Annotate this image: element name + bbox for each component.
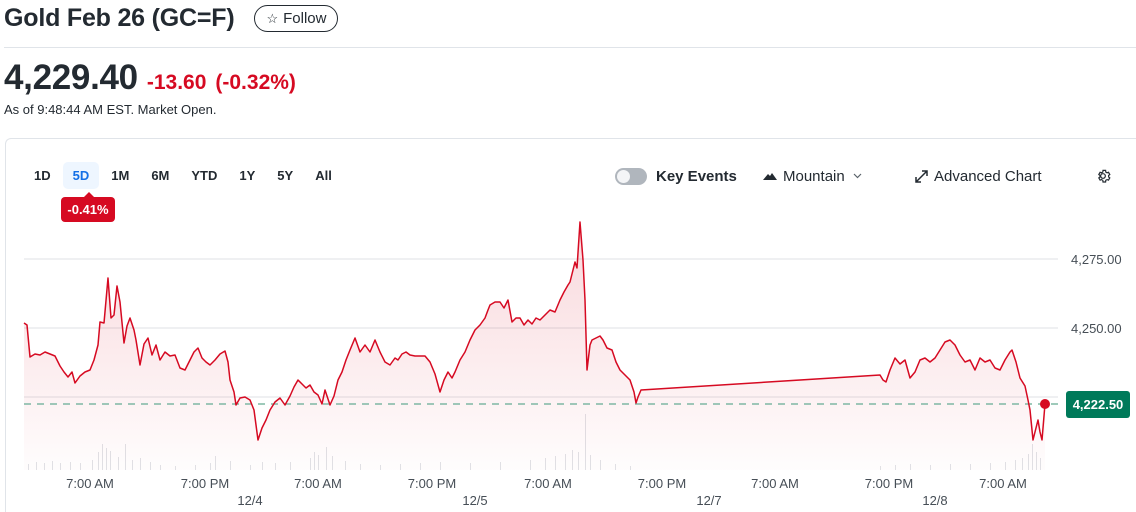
x-tick-label: 7:00 PM xyxy=(865,476,913,491)
quote-summary: 4,229.40 -13.60 (-0.32%) xyxy=(4,58,296,98)
key-events-toggle[interactable] xyxy=(615,167,647,185)
page-title: Gold Feb 26 (GC=F) xyxy=(4,4,235,32)
quote-header: Gold Feb 26 (GC=F) ☆ Follow xyxy=(4,4,339,33)
x-tick-label: 7:00 AM xyxy=(524,476,572,491)
follow-label: Follow xyxy=(283,10,327,27)
x-tick-label: 7:00 PM xyxy=(638,476,686,491)
x-axis: 7:00 AM 7:00 PM 7:00 AM 7:00 PM 7:00 AM … xyxy=(66,476,1027,508)
price-change-percent: (-0.32%) xyxy=(215,71,296,94)
range-all[interactable]: All xyxy=(315,168,332,183)
mountain-icon xyxy=(763,173,777,180)
market-status: As of 9:48:44 AM EST. Market Open. xyxy=(4,102,217,117)
x-tick-label: 7:00 AM xyxy=(294,476,342,491)
chart-card xyxy=(5,138,1136,512)
range-1d[interactable]: 1D xyxy=(34,168,51,183)
y-axis: 4,275.00 4,250.00 xyxy=(1071,252,1122,336)
chart-settings-button[interactable] xyxy=(1095,164,1111,188)
range-1m[interactable]: 1M xyxy=(111,168,130,183)
advanced-chart-label: Advanced Chart xyxy=(934,167,1042,185)
range-1y[interactable]: 1Y xyxy=(239,168,256,183)
expand-arrows-icon xyxy=(915,169,928,183)
x-tick-label: 7:00 PM xyxy=(181,476,229,491)
last-price-dot xyxy=(1040,399,1050,409)
chart-type-dropdown[interactable]: Mountain xyxy=(763,164,862,188)
x-tick-label: 7:00 AM xyxy=(751,476,799,491)
range-selector: 1D 5D 1M 6M YTD 1Y 5Y All xyxy=(24,162,344,189)
range-ytd[interactable]: YTD xyxy=(191,168,218,183)
key-events-label: Key Events xyxy=(656,167,737,185)
toggle-knob xyxy=(617,169,630,183)
chart-type-label: Mountain xyxy=(783,167,845,185)
advanced-chart-button[interactable]: Advanced Chart xyxy=(915,164,1042,188)
follow-button[interactable]: ☆ Follow xyxy=(254,5,339,32)
gear-icon xyxy=(1098,169,1111,183)
y-tick-label: 4,250.00 xyxy=(1071,321,1122,336)
date-label: 12/5 xyxy=(462,493,487,508)
y-tick-label: 4,275.00 xyxy=(1071,252,1122,267)
period-change-badge: -0.41% xyxy=(61,192,115,222)
x-tick-label: 7:00 AM xyxy=(979,476,1027,491)
star-outline-icon: ☆ xyxy=(266,10,279,26)
range-6m[interactable]: 6M xyxy=(151,168,170,183)
date-label: 12/7 xyxy=(696,493,721,508)
x-tick-label: 7:00 PM xyxy=(408,476,456,491)
price-change: -13.60 xyxy=(146,71,207,94)
key-events-control[interactable]: Key Events xyxy=(615,164,737,188)
last-price-label: 4,222.50 xyxy=(1066,391,1130,418)
chevron-down-icon xyxy=(853,173,862,179)
date-label: 12/8 xyxy=(922,493,947,508)
x-tick-label: 7:00 AM xyxy=(66,476,114,491)
date-label: 12/4 xyxy=(237,493,262,508)
range-5y[interactable]: 5Y xyxy=(277,168,294,183)
price-area xyxy=(24,222,1045,470)
divider xyxy=(4,47,1136,48)
current-price: 4,229.40 xyxy=(4,58,138,97)
price-line xyxy=(23,221,1046,441)
range-5d[interactable]: 5D xyxy=(62,162,100,189)
